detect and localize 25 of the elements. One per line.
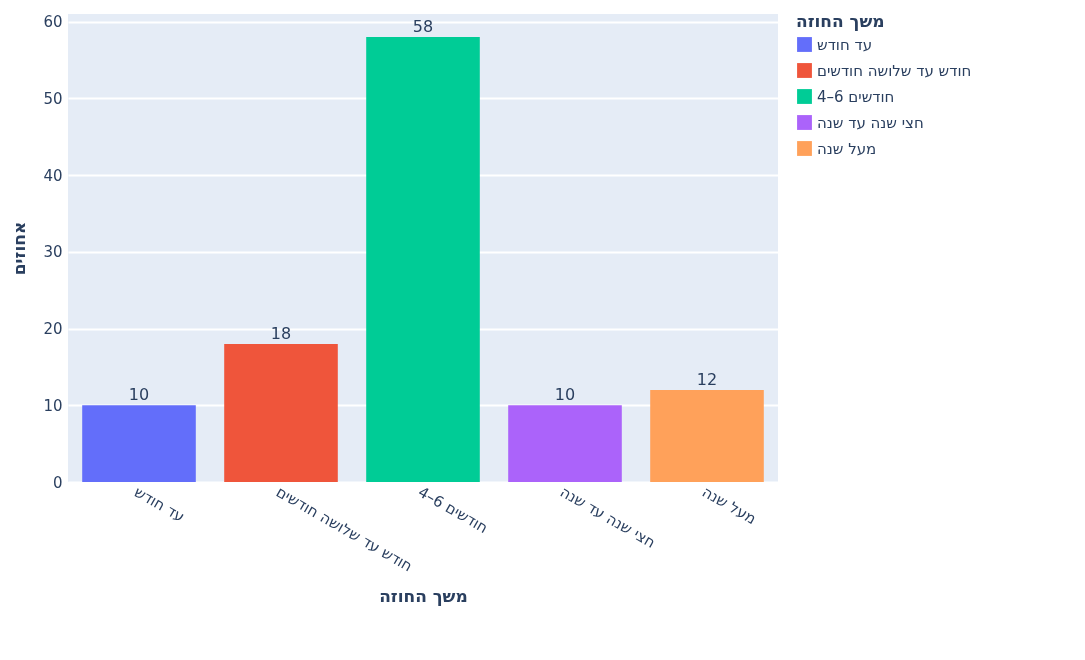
y-tick-label: 40 [43, 166, 63, 185]
y-tick-label: 60 [43, 13, 63, 32]
data-label: 12 [696, 369, 718, 389]
x-axis-title: משך החוזה [379, 585, 468, 606]
x-tick-label: 4–6 חודשים [415, 482, 492, 538]
y-tick-label: 20 [43, 320, 63, 339]
legend-title: משך החוזה [796, 11, 885, 31]
y-tick-label: 50 [43, 89, 63, 108]
legend-label: חצי שנה עד שנה [817, 113, 924, 132]
legend-label: 4–6 חודשים [817, 87, 895, 106]
y-tick-label: 10 [43, 396, 63, 415]
x-tick-label: חודש עד שלושה חודשים [273, 482, 416, 576]
data-label: 10 [554, 385, 576, 405]
x-tick-label: עד חודש [131, 482, 188, 526]
data-label: 10 [128, 385, 150, 405]
legend-label: מעל שנה [817, 139, 877, 158]
y-axis-title: אחוזים [9, 221, 30, 276]
y-tick-label: 0 [52, 473, 63, 492]
legend-label: חודש עד שלושה חודשים [817, 61, 972, 80]
x-tick-label: מעל שנה [699, 482, 760, 529]
y-tick-label: 30 [43, 243, 63, 262]
data-label: 18 [270, 323, 292, 343]
legend-label: עד חודש [817, 35, 873, 54]
x-tick-label: חצי שנה עד שנה [557, 482, 659, 552]
data-label: 58 [412, 17, 434, 37]
